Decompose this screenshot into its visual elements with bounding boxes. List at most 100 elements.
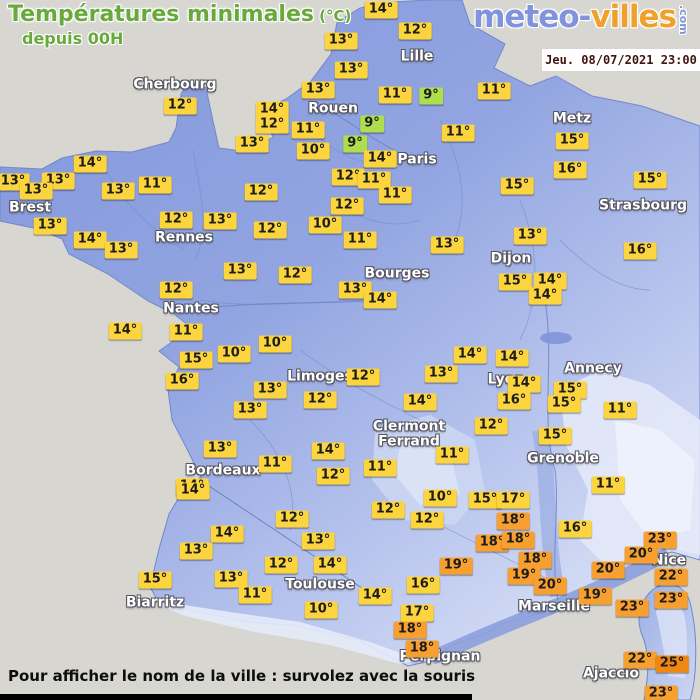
temp-label[interactable]: 13° [104, 241, 138, 259]
temp-label[interactable]: 20° [624, 546, 658, 564]
temp-label[interactable]: 14° [364, 1, 398, 19]
temp-label[interactable]: 13° [233, 401, 267, 419]
temp-label[interactable]: 10° [304, 601, 338, 619]
temp-label[interactable]: 12° [371, 501, 405, 519]
temp-label[interactable]: 18° [496, 512, 530, 530]
temp-label[interactable]: 14° [363, 291, 397, 309]
temp-label[interactable]: 13° [430, 236, 464, 254]
temp-label[interactable]: 14° [73, 231, 107, 249]
temp-label[interactable]: 16° [553, 161, 587, 179]
temp-label[interactable]: 9° [343, 135, 367, 153]
temp-label[interactable]: 20° [591, 561, 625, 579]
temp-label[interactable]: 14° [73, 155, 107, 173]
temp-label[interactable]: 18° [518, 551, 552, 569]
temp-label[interactable]: 11° [357, 171, 391, 189]
temp-label[interactable]: 12° [159, 211, 193, 229]
temp-label[interactable]: 15° [179, 351, 213, 369]
temp-label[interactable]: 11° [378, 86, 412, 104]
temp-label[interactable]: 11° [363, 459, 397, 477]
temp-label[interactable]: 16° [406, 576, 440, 594]
temp-label[interactable]: 17° [496, 491, 530, 509]
meteo-villes-logo[interactable]: meteo- villes .com [473, 2, 690, 35]
temp-label[interactable]: 12° [398, 22, 432, 40]
temp-label[interactable]: 11° [291, 121, 325, 139]
temp-label[interactable]: 14° [507, 375, 541, 393]
temp-label[interactable]: 18° [393, 621, 427, 639]
temp-label[interactable]: 14° [453, 346, 487, 364]
temp-label[interactable]: 10° [258, 335, 292, 353]
temp-label[interactable]: 15° [555, 132, 589, 150]
temp-label[interactable]: 23° [654, 591, 688, 609]
temp-label[interactable]: 15° [500, 177, 534, 195]
temp-label[interactable]: 23° [643, 531, 677, 549]
temp-label[interactable]: 10° [296, 142, 330, 160]
temp-label[interactable]: 9° [360, 115, 384, 133]
temp-label[interactable]: 12° [346, 368, 380, 386]
temp-label[interactable]: 13° [235, 135, 269, 153]
temp-label[interactable]: 10° [217, 345, 251, 363]
temp-label[interactable]: 11° [343, 231, 377, 249]
temp-label[interactable]: 14° [176, 482, 210, 500]
temp-label[interactable]: 12° [330, 197, 364, 215]
temp-label[interactable]: 10° [423, 489, 457, 507]
temp-label[interactable]: 11° [258, 455, 292, 473]
temp-label[interactable]: 15° [633, 171, 667, 189]
temp-label[interactable]: 18° [501, 531, 535, 549]
temp-label[interactable]: 15° [498, 273, 532, 291]
temp-label[interactable]: 16° [558, 520, 592, 538]
temp-label[interactable]: 11° [378, 186, 412, 204]
temp-label[interactable]: 22° [654, 568, 688, 586]
temp-label[interactable]: 12° [278, 266, 312, 284]
temp-label[interactable]: 11° [238, 586, 272, 604]
temp-label[interactable]: 12° [275, 510, 309, 528]
temp-label[interactable]: 13° [223, 262, 257, 280]
temp-label[interactable]: 25° [655, 655, 689, 673]
temp-label[interactable]: 15° [138, 571, 172, 589]
temp-label[interactable]: 11° [441, 124, 475, 142]
temp-label[interactable]: 13° [253, 381, 287, 399]
temp-label[interactable]: 13° [214, 570, 248, 588]
temp-label[interactable]: 16° [497, 392, 531, 410]
temp-label[interactable]: 14° [358, 587, 392, 605]
temp-label[interactable]: 15° [468, 491, 502, 509]
temp-label[interactable]: 13° [203, 212, 237, 230]
temp-label[interactable]: 11° [591, 476, 625, 494]
temp-label[interactable]: 13° [19, 182, 53, 200]
temp-label[interactable]: 11° [138, 176, 172, 194]
temp-label[interactable]: 13° [179, 542, 213, 560]
temp-label[interactable]: 13° [513, 227, 547, 245]
temp-label[interactable]: 12° [331, 168, 365, 186]
temp-label[interactable]: 17° [400, 604, 434, 622]
temp-label[interactable]: 23° [615, 599, 649, 617]
temp-label[interactable]: 19° [439, 557, 473, 575]
temp-label[interactable]: 13° [33, 217, 67, 235]
temp-label[interactable]: 14° [403, 393, 437, 411]
temp-label[interactable]: 14° [528, 287, 562, 305]
temp-label[interactable]: 14° [313, 556, 347, 574]
temp-label[interactable]: 12° [264, 556, 298, 574]
temp-label[interactable]: 15° [553, 381, 587, 399]
temp-label[interactable]: 18° [405, 640, 439, 658]
temp-label[interactable]: 14° [495, 349, 529, 367]
temp-label[interactable]: 10° [308, 216, 342, 234]
temp-label[interactable]: 14° [311, 442, 345, 460]
temp-label[interactable]: 14° [363, 150, 397, 168]
temp-label[interactable]: 13° [101, 182, 135, 200]
temp-label[interactable]: 19° [507, 567, 541, 585]
temp-label[interactable]: 15° [538, 427, 572, 445]
temp-label[interactable]: 13° [338, 281, 372, 299]
temp-label[interactable]: 12° [255, 116, 289, 134]
temp-label[interactable]: 14° [108, 322, 142, 340]
temp-label[interactable]: 13° [324, 32, 358, 50]
temp-label[interactable]: 16° [623, 242, 657, 260]
temp-label[interactable]: 22° [623, 651, 657, 669]
temp-label[interactable]: 11° [477, 82, 511, 100]
temp-label[interactable]: 16° [165, 372, 199, 390]
temp-label[interactable]: 11° [435, 446, 469, 464]
temp-label[interactable]: 14° [255, 101, 289, 119]
temp-label[interactable]: 12° [303, 391, 337, 409]
temp-label[interactable]: 13° [424, 365, 458, 383]
temp-label[interactable]: 11° [603, 401, 637, 419]
temp-label[interactable]: 14° [533, 272, 567, 290]
temp-label[interactable]: 11° [169, 323, 203, 341]
